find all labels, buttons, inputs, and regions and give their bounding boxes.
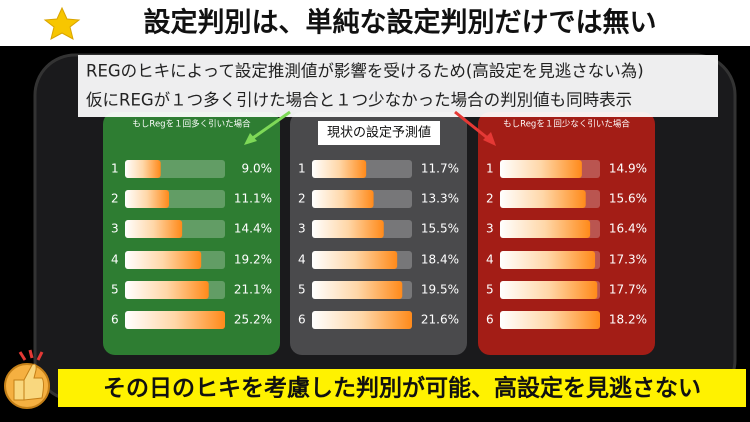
value-label: 16.4% bbox=[609, 222, 647, 236]
category-label: 4 bbox=[111, 253, 119, 267]
category-label: 3 bbox=[298, 222, 306, 236]
category-label: 2 bbox=[486, 192, 494, 206]
header-title: 設定判別は、単純な設定判別だけでは無い bbox=[144, 7, 657, 39]
value-label: 18.4% bbox=[421, 253, 459, 267]
bar bbox=[125, 220, 183, 238]
category-label: 5 bbox=[111, 283, 119, 297]
bar bbox=[500, 190, 586, 208]
category-label: 6 bbox=[111, 313, 119, 327]
arrow-head bbox=[483, 132, 496, 146]
bar bbox=[312, 311, 412, 329]
panels: もしRegを１回多く引いた場合 1 9.0% 2 11.1% 3 14.4% 4 19.2% 5 2… bbox=[103, 112, 655, 355]
thumbs-icon bbox=[4, 349, 50, 409]
bar bbox=[125, 190, 170, 208]
bar bbox=[500, 160, 582, 178]
value-label: 18.2% bbox=[609, 313, 647, 327]
value-label: 17.3% bbox=[609, 253, 647, 267]
value-label: 15.6% bbox=[609, 192, 647, 206]
bar bbox=[500, 251, 596, 269]
value-label: 11.7% bbox=[421, 162, 459, 176]
star-icon bbox=[43, 6, 81, 40]
panel-title: 現状の設定予測値 bbox=[327, 125, 431, 141]
category-label: 4 bbox=[298, 253, 306, 267]
category-label: 6 bbox=[486, 313, 494, 327]
panel-title-box bbox=[318, 121, 440, 145]
value-label: 9.0% bbox=[242, 162, 273, 176]
value-label: 19.5% bbox=[421, 283, 459, 297]
bar bbox=[500, 281, 598, 299]
category-label: 1 bbox=[486, 162, 494, 176]
category-label: 4 bbox=[486, 253, 494, 267]
value-label: 14.4% bbox=[234, 222, 272, 236]
bar bbox=[312, 160, 367, 178]
panel-title: もしRegを１回少なく引いた場合 bbox=[503, 119, 630, 130]
value-label: 13.3% bbox=[421, 192, 459, 206]
bar bbox=[312, 220, 384, 238]
category-label: 6 bbox=[298, 313, 306, 327]
bar bbox=[125, 251, 202, 269]
value-label: 19.2% bbox=[234, 253, 272, 267]
bar bbox=[500, 220, 591, 238]
category-label: 1 bbox=[111, 162, 119, 176]
category-label: 5 bbox=[298, 283, 306, 297]
footer-bar bbox=[58, 369, 746, 407]
bar bbox=[312, 251, 398, 269]
value-label: 15.5% bbox=[421, 222, 459, 236]
arrow bbox=[249, 110, 291, 142]
bar bbox=[125, 281, 209, 299]
value-label: 14.9% bbox=[609, 162, 647, 176]
category-label: 2 bbox=[298, 192, 306, 206]
note-line: 仮にREGが１つ多く引けた場合と１つ少なかった場合の判別値も同時表示 bbox=[86, 91, 632, 110]
value-label: 17.7% bbox=[609, 283, 647, 297]
value-label: 11.1% bbox=[234, 192, 272, 206]
footer-text: その日のヒキを考慮した判別が可能、高設定を見逃さない bbox=[103, 375, 701, 402]
bar bbox=[312, 281, 403, 299]
panel-title: もしRegを１回多く引いた場合 bbox=[132, 119, 251, 130]
value-label: 21.6% bbox=[421, 313, 459, 327]
category-label: 3 bbox=[486, 222, 494, 236]
category-label: 3 bbox=[111, 222, 119, 236]
value-label: 21.1% bbox=[234, 283, 272, 297]
note-box bbox=[78, 55, 718, 117]
arrow bbox=[454, 110, 491, 142]
arrow-head bbox=[244, 133, 257, 145]
header-bar bbox=[0, 0, 750, 46]
category-label: 1 bbox=[298, 162, 306, 176]
bar bbox=[500, 311, 600, 329]
bar bbox=[125, 311, 225, 329]
note-line: REGのヒキによって設定推測値が影響を受けるため(高設定を見逃さない為) bbox=[86, 62, 644, 81]
value-label: 25.2% bbox=[234, 313, 272, 327]
bar bbox=[312, 190, 374, 208]
category-label: 2 bbox=[111, 192, 119, 206]
bar bbox=[125, 160, 161, 178]
category-label: 5 bbox=[486, 283, 494, 297]
